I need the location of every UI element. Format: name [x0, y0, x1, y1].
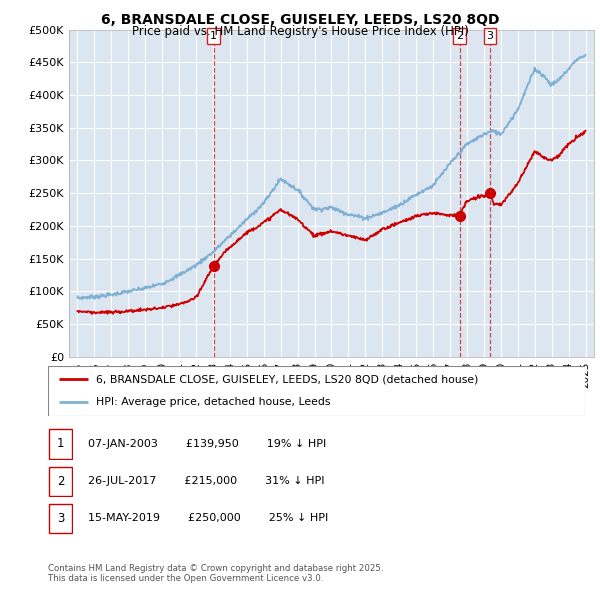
Text: Contains HM Land Registry data © Crown copyright and database right 2025.
This d: Contains HM Land Registry data © Crown c… — [48, 563, 383, 583]
Text: 07-JAN-2003        £139,950        19% ↓ HPI: 07-JAN-2003 £139,950 19% ↓ HPI — [81, 439, 326, 449]
Text: 1: 1 — [57, 437, 64, 451]
Text: 15-MAY-2019        £250,000        25% ↓ HPI: 15-MAY-2019 £250,000 25% ↓ HPI — [81, 513, 328, 523]
Text: 2: 2 — [57, 474, 64, 488]
Text: 3: 3 — [487, 31, 494, 41]
Text: 3: 3 — [57, 512, 64, 525]
Text: Price paid vs. HM Land Registry's House Price Index (HPI): Price paid vs. HM Land Registry's House … — [131, 25, 469, 38]
Text: 2: 2 — [456, 31, 463, 41]
Text: 6, BRANSDALE CLOSE, GUISELEY, LEEDS, LS20 8QD: 6, BRANSDALE CLOSE, GUISELEY, LEEDS, LS2… — [101, 13, 499, 27]
Text: 1: 1 — [210, 31, 217, 41]
Text: 26-JUL-2017        £215,000        31% ↓ HPI: 26-JUL-2017 £215,000 31% ↓ HPI — [81, 476, 325, 486]
Text: HPI: Average price, detached house, Leeds: HPI: Average price, detached house, Leed… — [97, 398, 331, 408]
Text: 6, BRANSDALE CLOSE, GUISELEY, LEEDS, LS20 8QD (detached house): 6, BRANSDALE CLOSE, GUISELEY, LEEDS, LS2… — [97, 374, 479, 384]
